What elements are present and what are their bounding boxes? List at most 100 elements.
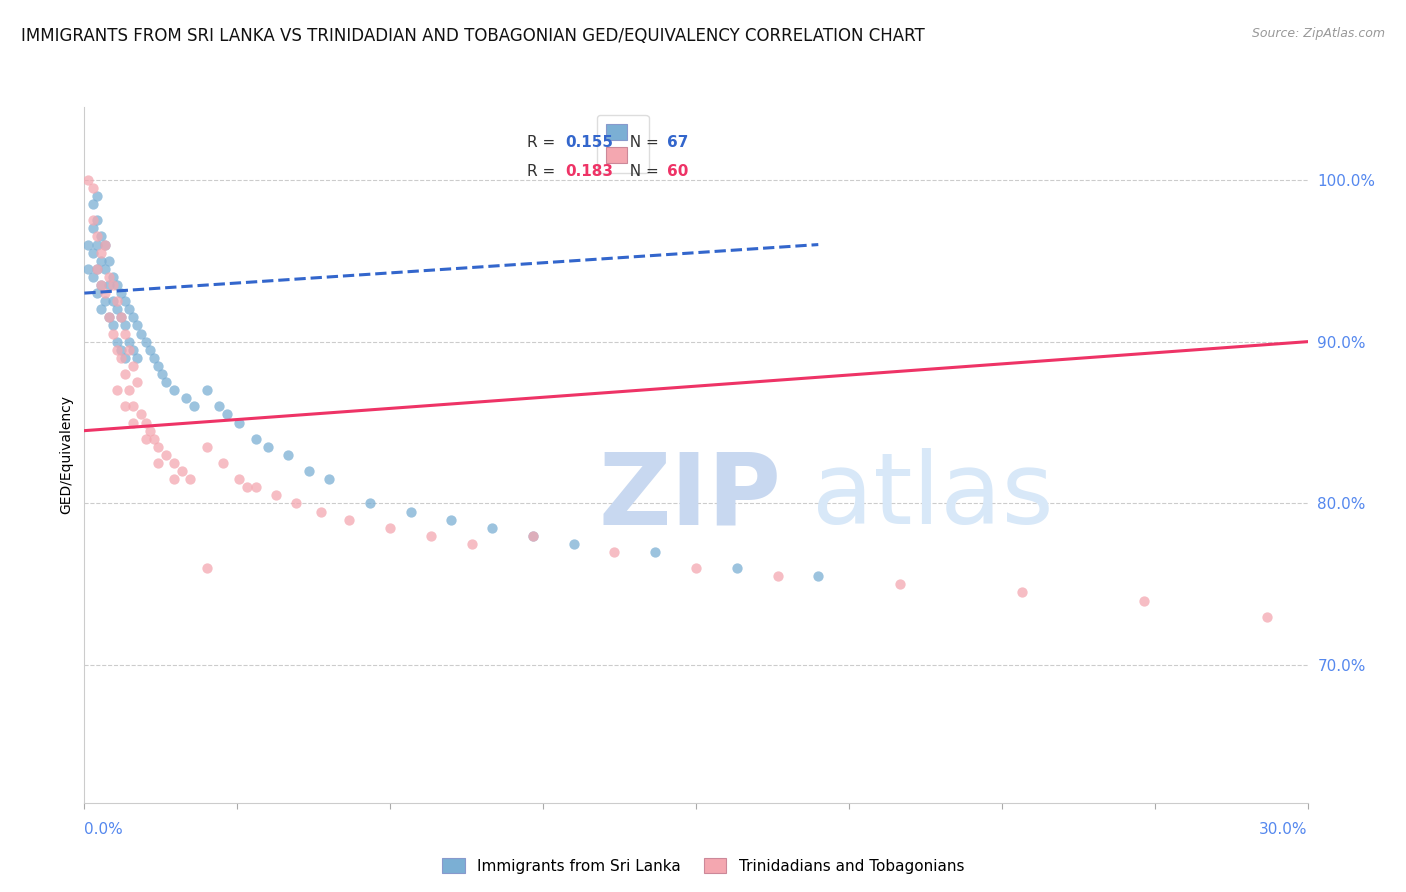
Point — [101, 326, 124, 341]
Point — [86, 229, 108, 244]
Point — [105, 302, 128, 317]
Point — [114, 326, 136, 341]
Point — [86, 261, 108, 276]
Point — [461, 537, 484, 551]
Text: 0.155: 0.155 — [565, 135, 613, 150]
Point — [77, 173, 100, 187]
Point — [298, 464, 321, 478]
Point — [86, 237, 108, 252]
Point — [90, 278, 112, 293]
Point — [1133, 593, 1156, 607]
Point — [146, 440, 169, 454]
Point — [127, 375, 149, 389]
Point — [163, 456, 186, 470]
Point — [163, 383, 186, 397]
Point — [142, 432, 165, 446]
Point — [236, 480, 259, 494]
Point — [285, 496, 308, 510]
Text: ZIP: ZIP — [598, 448, 780, 545]
Point — [101, 294, 124, 309]
Point — [217, 408, 239, 422]
Point — [93, 237, 117, 252]
Point — [122, 416, 145, 430]
Point — [1011, 585, 1033, 599]
Point — [131, 326, 153, 341]
Point — [163, 472, 186, 486]
Point — [118, 343, 141, 357]
Point — [118, 334, 141, 349]
Point — [399, 504, 422, 518]
Point — [309, 504, 332, 518]
Point — [82, 197, 104, 211]
Point — [118, 302, 141, 317]
Point — [135, 432, 157, 446]
Text: N =: N = — [620, 164, 664, 179]
Point — [807, 569, 830, 583]
Point — [685, 561, 707, 575]
Point — [176, 392, 198, 406]
Point — [114, 318, 136, 333]
Point — [101, 278, 124, 293]
Point — [110, 286, 132, 301]
Text: atlas: atlas — [813, 448, 1054, 545]
Point — [644, 545, 666, 559]
Point — [101, 269, 124, 284]
Point — [179, 472, 201, 486]
Point — [110, 343, 132, 357]
Point — [93, 261, 117, 276]
Point — [93, 237, 117, 252]
Point — [86, 213, 108, 227]
Legend: , : , — [596, 115, 648, 173]
Point — [77, 237, 100, 252]
Point — [82, 213, 104, 227]
Point — [183, 400, 205, 414]
Point — [135, 334, 157, 349]
Point — [93, 294, 117, 309]
Point — [90, 229, 112, 244]
Point — [138, 343, 160, 357]
Point — [82, 181, 104, 195]
Text: IMMIGRANTS FROM SRI LANKA VS TRINIDADIAN AND TOBAGONIAN GED/EQUIVALENCY CORRELAT: IMMIGRANTS FROM SRI LANKA VS TRINIDADIAN… — [21, 27, 925, 45]
Point — [122, 400, 145, 414]
Point — [97, 269, 120, 284]
Point — [101, 318, 124, 333]
Point — [105, 383, 128, 397]
Point — [93, 286, 117, 301]
Point — [228, 472, 250, 486]
Point — [603, 545, 626, 559]
Point — [110, 310, 132, 325]
Point — [138, 424, 160, 438]
Point — [522, 529, 544, 543]
Point — [339, 513, 361, 527]
Point — [82, 221, 104, 235]
Point — [889, 577, 911, 591]
Point — [90, 253, 112, 268]
Point — [122, 359, 145, 373]
Point — [146, 359, 169, 373]
Point — [82, 245, 104, 260]
Point — [135, 416, 157, 430]
Point — [172, 464, 194, 478]
Point — [150, 367, 173, 381]
Text: 60: 60 — [666, 164, 688, 179]
Text: 0.0%: 0.0% — [84, 822, 124, 837]
Point — [110, 351, 132, 365]
Y-axis label: GED/Equivalency: GED/Equivalency — [59, 395, 73, 515]
Point — [481, 521, 503, 535]
Text: N =: N = — [620, 135, 664, 150]
Point — [127, 318, 149, 333]
Point — [208, 400, 231, 414]
Text: R =: R = — [527, 135, 560, 150]
Point — [86, 286, 108, 301]
Point — [195, 383, 218, 397]
Point — [562, 537, 585, 551]
Point — [114, 367, 136, 381]
Point — [114, 351, 136, 365]
Point — [127, 351, 149, 365]
Text: 0.183: 0.183 — [565, 164, 613, 179]
Point — [118, 383, 141, 397]
Point — [195, 440, 218, 454]
Point — [440, 513, 463, 527]
Point — [725, 561, 748, 575]
Point — [245, 432, 267, 446]
